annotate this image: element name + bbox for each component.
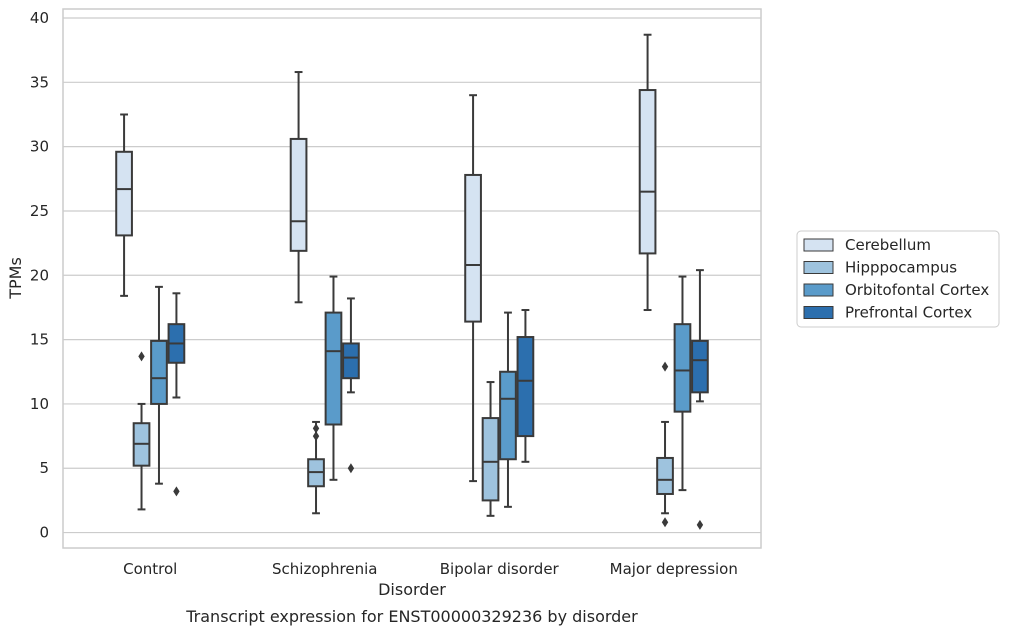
- y-tick-label: 0: [39, 524, 49, 542]
- y-tick-label: 20: [30, 266, 49, 284]
- box-body: [150, 339, 168, 405]
- box-prefrontal-cortex: [167, 292, 186, 497]
- box-hipppocampus: [656, 361, 674, 528]
- y-axis-label: TPMs: [6, 257, 25, 300]
- y-tick-label: 25: [30, 202, 49, 220]
- x-tick-label: Control: [123, 560, 177, 578]
- box-orbitofontal-cortex: [150, 285, 168, 485]
- box-prefrontal-cortex: [691, 269, 709, 530]
- x-tick-label: Major depression: [610, 560, 738, 578]
- box-body: [638, 89, 657, 255]
- box-body: [516, 336, 535, 438]
- y-tick-label: 35: [30, 73, 49, 91]
- legend-swatch: [803, 283, 834, 297]
- legend: Cerebellum Hipppocampus Orbitofontal Corte…: [796, 230, 1000, 328]
- box-orbitofontal-cortex: [673, 275, 692, 492]
- box-body: [324, 311, 343, 426]
- box-prefrontal-cortex: [516, 309, 535, 463]
- chart-caption: Transcript expression for ENST0000032923…: [185, 607, 638, 626]
- legend-frame: [796, 230, 1000, 328]
- box-cerebellum: [638, 33, 657, 312]
- box-hipppocampus: [307, 420, 325, 515]
- legend-label: Hipppocampus: [845, 259, 957, 277]
- outlier-point: [696, 519, 704, 530]
- legend-label: Orbitofontal Cortex: [845, 281, 989, 299]
- box-orbitofontal-cortex: [499, 311, 517, 508]
- legend-swatch: [803, 261, 834, 274]
- box-body: [115, 150, 133, 237]
- x-tick-label: Schizophrenia: [272, 560, 377, 578]
- outlier-point: [661, 361, 669, 372]
- box-cerebellum: [115, 113, 133, 297]
- box-body: [499, 370, 517, 461]
- box-body: [481, 417, 500, 502]
- outlier-point: [138, 351, 145, 362]
- outlier-point: [347, 463, 355, 474]
- x-tick-label: Bipolar disorder: [440, 560, 560, 578]
- outlier-point: [312, 423, 320, 434]
- box-hipppocampus: [132, 351, 151, 511]
- outlier-point: [173, 486, 180, 497]
- x-axis-label: Disorder: [378, 580, 446, 599]
- box-body: [464, 173, 482, 323]
- legend-swatch: [803, 306, 834, 319]
- y-axis-ticks: 0 5 10 15 20 25 30 35 40: [30, 9, 49, 542]
- box-orbitofontal-cortex: [324, 275, 343, 481]
- box-hipppocampus: [481, 381, 500, 517]
- box-cerebellum: [464, 94, 482, 483]
- y-tick-label: 40: [30, 9, 49, 27]
- legend-label: Cerebellum: [845, 236, 931, 254]
- box-body: [289, 137, 308, 252]
- y-tick-label: 5: [39, 459, 49, 477]
- x-axis-ticks: Control Schizophrenia Bipolar disorder Majo…: [123, 560, 738, 578]
- y-tick-label: 15: [30, 331, 49, 349]
- box-body: [673, 323, 692, 413]
- box-series: [115, 33, 709, 530]
- box-cerebellum: [289, 71, 308, 304]
- legend-items: Cerebellum Hipppocampus Orbitofontal Corte…: [803, 236, 989, 322]
- box-body: [691, 339, 709, 394]
- box-body: [342, 342, 360, 380]
- outlier-point: [312, 431, 320, 442]
- legend-label: Prefrontal Cortex: [845, 304, 972, 322]
- y-tick-label: 10: [30, 395, 49, 413]
- legend-swatch: [803, 238, 834, 252]
- box-prefrontal-cortex: [342, 297, 360, 474]
- outlier-point: [661, 517, 669, 528]
- y-tick-label: 30: [30, 138, 49, 156]
- box-body: [656, 456, 674, 495]
